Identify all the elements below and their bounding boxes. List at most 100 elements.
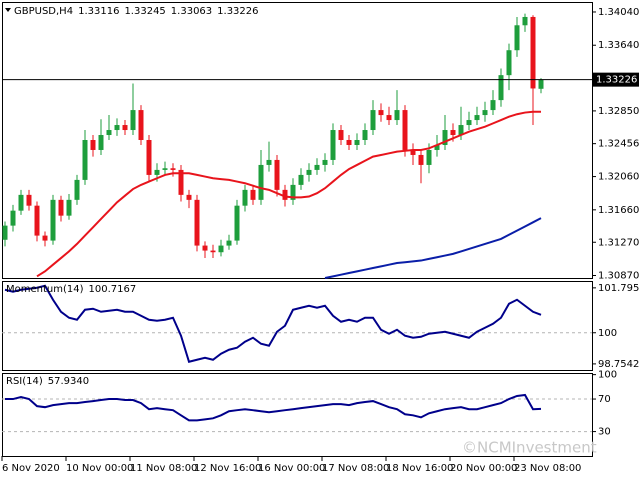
candle-body [162, 168, 168, 170]
x-tick-label: 6 Nov 2020 [2, 463, 60, 474]
candle-body [194, 199, 200, 246]
indicator-name: RSI(14) [6, 376, 43, 387]
candle-body [210, 250, 216, 253]
candle-body [538, 79, 544, 89]
candle-body [114, 125, 120, 131]
ohlc-open: 1.33116 [78, 6, 119, 17]
candle-body [362, 130, 368, 140]
candle-body [330, 130, 336, 160]
indicator-header: RSI(14) 57.9340 [6, 376, 89, 387]
indicator-value: 100.7167 [89, 284, 137, 295]
y-tick-label: 1.32850 [598, 106, 639, 117]
candle-body [218, 245, 224, 253]
candle-body [226, 240, 232, 246]
candle-body [530, 16, 536, 89]
candle-body [250, 189, 256, 200]
main-pane [2, 2, 593, 279]
ohlc-low: 1.33063 [171, 6, 212, 17]
y-tick-label: 1.33640 [598, 40, 639, 51]
candle-body [178, 169, 184, 195]
candle-body [98, 135, 104, 150]
candle-body [290, 184, 296, 200]
candle-body [66, 199, 72, 216]
candle-body [258, 164, 264, 200]
menu-triangle[interactable] [5, 8, 11, 12]
moving-average [324, 217, 542, 279]
x-tick-label: 10 Nov 00:00 [66, 463, 133, 474]
y-tick-label: 1.32456 [598, 139, 639, 150]
candle-body [378, 110, 384, 116]
price-label: 1.33226 [596, 75, 637, 86]
candle-body [386, 115, 392, 121]
candle-body [266, 159, 272, 165]
candle-body [354, 140, 360, 145]
x-tick-label: 17 Nov 08:00 [322, 463, 389, 474]
x-tick-label: 16 Nov 00:00 [258, 463, 325, 474]
ohlc-high: 1.33245 [124, 6, 165, 17]
candle-body [474, 115, 480, 121]
indicator-line [5, 393, 542, 422]
candle-body [370, 110, 376, 131]
candle-body [434, 144, 440, 150]
x-tick-label: 11 Nov 08:00 [130, 463, 197, 474]
x-tick-label: 23 Nov 08:00 [514, 463, 581, 474]
symbol-header: GBPUSD,H4 1.33116 1.33245 1.33063 1.33226 [14, 6, 259, 17]
candle-body [138, 110, 144, 140]
candle-body [498, 75, 504, 101]
candle-body [202, 245, 208, 251]
y-tick-label: 100 [598, 370, 617, 381]
y-tick-label: 1.31660 [598, 205, 639, 216]
y-tick-label: 1.30870 [598, 271, 639, 282]
y-tick-label: 30 [598, 427, 611, 438]
candle-body [482, 110, 488, 116]
candle-body [514, 25, 520, 51]
candle-body [74, 179, 80, 200]
price-label-box [593, 72, 639, 87]
candle-body [490, 100, 496, 111]
moving-average [36, 110, 541, 278]
symbol: GBPUSD,H4 [14, 6, 73, 17]
momentum-pane [2, 281, 593, 371]
candle-body [274, 159, 280, 190]
candle-body [282, 189, 288, 200]
candle-body [122, 125, 128, 131]
candle-body [26, 194, 32, 206]
candle-body [306, 169, 312, 175]
candle-body [82, 140, 88, 180]
x-tick-label: 18 Nov 16:00 [386, 463, 453, 474]
indicator-name: Momentum(14) [6, 284, 84, 295]
candle-body [50, 199, 56, 241]
candle-body [106, 130, 112, 136]
candle-body [58, 199, 64, 216]
candle-body [466, 120, 472, 126]
candle-body [522, 16, 528, 26]
indicator-line [4, 284, 542, 363]
candle-body [298, 174, 304, 185]
x-tick-label: 20 Nov 00:00 [450, 463, 517, 474]
y-tick-label: 70 [598, 394, 611, 405]
candle-body [402, 110, 408, 150]
candle-body [410, 149, 416, 155]
y-tick-label: 101.7956 [598, 283, 640, 294]
candle-body [346, 140, 352, 145]
candle-body [42, 235, 48, 241]
candle-body [442, 130, 448, 145]
candle-body [322, 159, 328, 165]
candle-body [170, 168, 176, 170]
y-tick-label: 1.34040 [598, 7, 639, 18]
y-tick-label: 98.7542 [598, 359, 639, 370]
indicator-header: Momentum(14) 100.7167 [6, 284, 136, 295]
candle-body [426, 149, 432, 165]
ohlc-close: 1.33226 [217, 6, 258, 17]
candle-body [234, 205, 240, 241]
candle-body [458, 125, 464, 136]
candle-body [90, 140, 96, 150]
candle-body [154, 169, 160, 175]
candle-body [506, 50, 512, 76]
candle-body [186, 194, 192, 200]
candle-body [450, 130, 456, 136]
watermark: ©NCMInvestment [462, 439, 597, 457]
candle-body [338, 130, 344, 140]
